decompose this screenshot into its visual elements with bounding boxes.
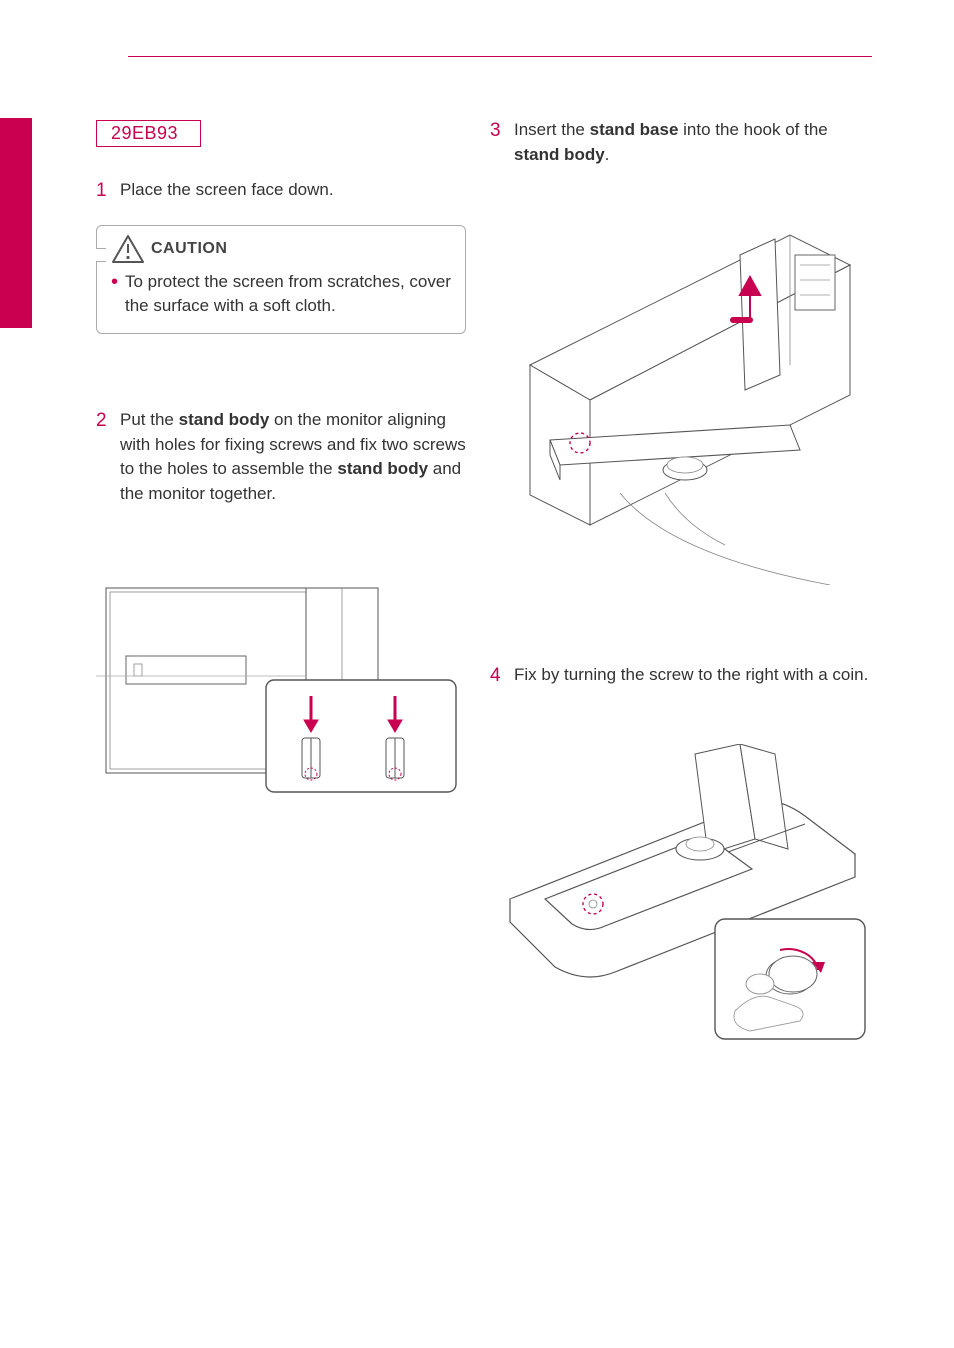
figure-step-3 bbox=[490, 225, 870, 585]
step-text: Place the screen face down. bbox=[120, 180, 334, 199]
step-1: 1 Place the screen face down. bbox=[96, 178, 466, 203]
caution-label: CAUTION bbox=[151, 240, 227, 258]
step-text: Fix by turning the screw to the right wi… bbox=[514, 665, 868, 684]
caution-box: CAUTION • To protect the screen from scr… bbox=[96, 225, 466, 334]
caution-notch bbox=[96, 248, 106, 262]
warning-icon bbox=[111, 234, 145, 269]
caution-text: To protect the screen from scratches, co… bbox=[125, 272, 451, 316]
step-number: 1 bbox=[96, 177, 107, 205]
side-tab bbox=[0, 118, 32, 328]
step-number: 4 bbox=[490, 662, 501, 690]
step-text: Put the stand body on the monitor aligni… bbox=[120, 410, 466, 503]
right-column: 3 Insert the stand base into the hook of… bbox=[490, 118, 870, 1064]
model-chip: 29EB93 bbox=[96, 120, 201, 147]
step-number: 2 bbox=[96, 407, 107, 435]
step-3: 3 Insert the stand base into the hook of… bbox=[490, 118, 870, 167]
left-column: 1 Place the screen face down. CAUTION • … bbox=[96, 178, 466, 818]
manual-page: 29EB93 1 Place the screen face down. CAU… bbox=[0, 0, 954, 1348]
header-rule bbox=[128, 56, 872, 57]
caution-bullet: • To protect the screen from scratches, … bbox=[111, 270, 451, 319]
figure-step-2 bbox=[96, 568, 466, 818]
bullet-icon: • bbox=[111, 270, 118, 294]
step-4: 4 Fix by turning the screw to the right … bbox=[490, 663, 870, 688]
figure-step-4 bbox=[490, 744, 870, 1064]
step-2: 2 Put the stand body on the monitor alig… bbox=[96, 408, 466, 507]
step-number: 3 bbox=[490, 117, 501, 145]
step-text: Insert the stand base into the hook of t… bbox=[514, 120, 828, 164]
